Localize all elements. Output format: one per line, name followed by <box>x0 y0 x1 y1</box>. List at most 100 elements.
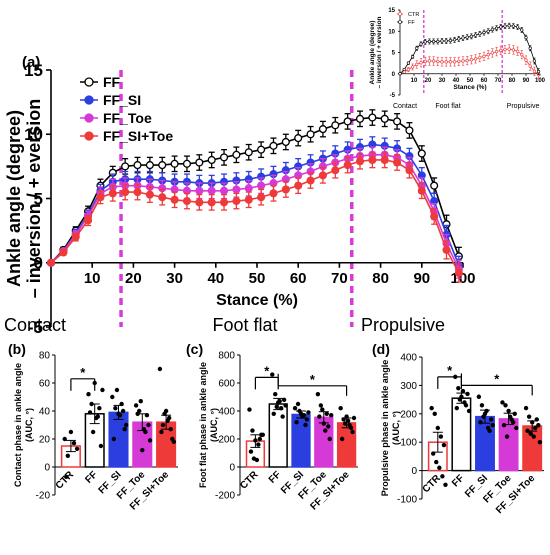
data-point <box>331 121 340 130</box>
data-point <box>423 40 427 44</box>
data-point <box>429 405 434 411</box>
data-point <box>269 141 278 150</box>
data-point <box>430 181 439 190</box>
data-point <box>524 58 528 62</box>
y-tick-label: 15 <box>24 61 43 80</box>
data-point <box>260 432 266 437</box>
phase-label: Foot flat <box>212 315 277 335</box>
data-point <box>64 474 69 479</box>
y-tick-label: 200 <box>218 435 235 446</box>
y-axis-label-line: Ankle angle (degree) <box>369 21 376 85</box>
data-point <box>419 42 423 46</box>
data-point <box>274 404 279 409</box>
data-point <box>453 60 457 64</box>
data-point <box>507 47 511 51</box>
data-point <box>257 193 266 202</box>
data-point <box>402 70 406 74</box>
data-point <box>532 59 537 63</box>
data-point <box>317 414 322 419</box>
data-point <box>503 403 508 408</box>
data-point <box>453 38 457 42</box>
data-point <box>393 117 402 126</box>
data-point <box>318 171 327 180</box>
y-tick-label: 600 <box>218 379 235 390</box>
data-point <box>207 155 216 165</box>
data-point <box>292 406 298 411</box>
category-label: CTR <box>54 469 77 492</box>
data-point <box>523 405 529 411</box>
panel-label-c: (c) <box>186 341 203 357</box>
data-point <box>140 448 145 453</box>
data-point <box>281 137 290 147</box>
data-point <box>478 55 482 60</box>
data-point <box>283 403 288 408</box>
data-point <box>351 415 357 421</box>
data-point <box>405 126 414 135</box>
data-point <box>393 158 402 167</box>
data-point <box>427 39 432 44</box>
data-point <box>368 113 377 122</box>
data-point <box>432 39 436 44</box>
data-point <box>380 114 389 123</box>
data-point <box>295 401 301 407</box>
x-tick-label: 10 <box>411 78 418 84</box>
y-axis-label-line: (AUC, °) <box>391 411 401 445</box>
data-point <box>120 408 126 414</box>
data-point <box>98 443 104 449</box>
data-point <box>162 411 167 416</box>
data-point <box>441 442 447 448</box>
data-point <box>427 59 432 63</box>
y-tick-label: 0 <box>392 72 396 78</box>
x-tick-label: 80 <box>509 78 516 84</box>
y-axis-label-line: (AUC, °) <box>24 408 34 442</box>
data-point <box>65 453 71 458</box>
data-point <box>329 413 334 418</box>
data-point <box>271 411 276 416</box>
x-tick-label: 90 <box>523 78 530 84</box>
x-tick-label: 50 <box>467 78 474 84</box>
data-point <box>207 198 216 207</box>
data-point <box>94 415 99 421</box>
data-point <box>281 397 287 402</box>
data-point <box>511 420 516 425</box>
data-point <box>339 436 345 442</box>
data-point <box>219 153 229 162</box>
data-point <box>121 188 130 197</box>
data-point <box>486 53 490 57</box>
data-point <box>461 36 465 40</box>
data-point <box>520 53 524 57</box>
y-axis-label-line: – inversion / + eversion <box>376 16 383 88</box>
data-point <box>457 37 461 41</box>
data-point <box>528 431 533 436</box>
x-tick-label: 30 <box>166 270 183 287</box>
data-point <box>511 48 516 52</box>
data-point <box>86 392 91 397</box>
data-point <box>345 418 351 423</box>
x-tick-label: 100 <box>450 270 475 287</box>
data-point <box>501 422 507 428</box>
data-point <box>144 413 150 418</box>
data-point <box>460 388 466 394</box>
data-point <box>165 418 170 423</box>
data-point <box>490 422 495 428</box>
data-point <box>536 70 541 74</box>
data-point <box>406 61 411 65</box>
data-point <box>324 411 329 416</box>
significance-star: * <box>494 371 500 386</box>
data-point <box>534 417 540 422</box>
data-point <box>411 55 415 59</box>
data-point <box>133 188 142 197</box>
data-point <box>456 386 461 391</box>
y-tick-label: -5 <box>28 318 43 337</box>
series-line <box>399 48 539 75</box>
data-point <box>490 51 495 55</box>
data-point <box>532 69 537 73</box>
y-tick-label: 800 <box>218 351 235 362</box>
category-label: FF <box>267 469 283 485</box>
data-point <box>440 60 444 64</box>
legend-label: FF_SI <box>103 92 141 108</box>
data-point <box>525 428 530 434</box>
phase-label: Propulsive <box>507 103 540 110</box>
legend-marker <box>84 131 94 141</box>
data-point <box>323 428 328 433</box>
